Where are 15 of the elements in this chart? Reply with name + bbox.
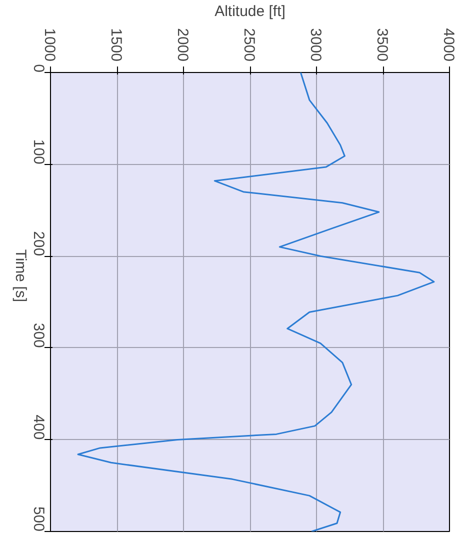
y-tick-label: 300: [30, 322, 47, 348]
x-tick-label: 1500: [108, 28, 124, 62]
y-tick-label: 200: [30, 231, 47, 256]
y-tick-label: 0: [30, 64, 47, 72]
x-tick-label: 3000: [307, 28, 324, 62]
y-tick-label: 400: [30, 414, 47, 440]
x-tick-label: 4000: [440, 28, 457, 62]
x-axis-title: Altitude [ft]: [214, 3, 286, 20]
y-tick-label: 500: [30, 506, 47, 532]
x-tick-label: 3500: [374, 28, 390, 62]
y-axis-title: Time [s]: [12, 249, 29, 302]
x-tick-label: 2500: [240, 28, 258, 62]
x-tick-label: 2000: [174, 28, 191, 62]
y-tick-label: 100: [30, 139, 47, 164]
x-tick-label: 1000: [41, 28, 58, 62]
